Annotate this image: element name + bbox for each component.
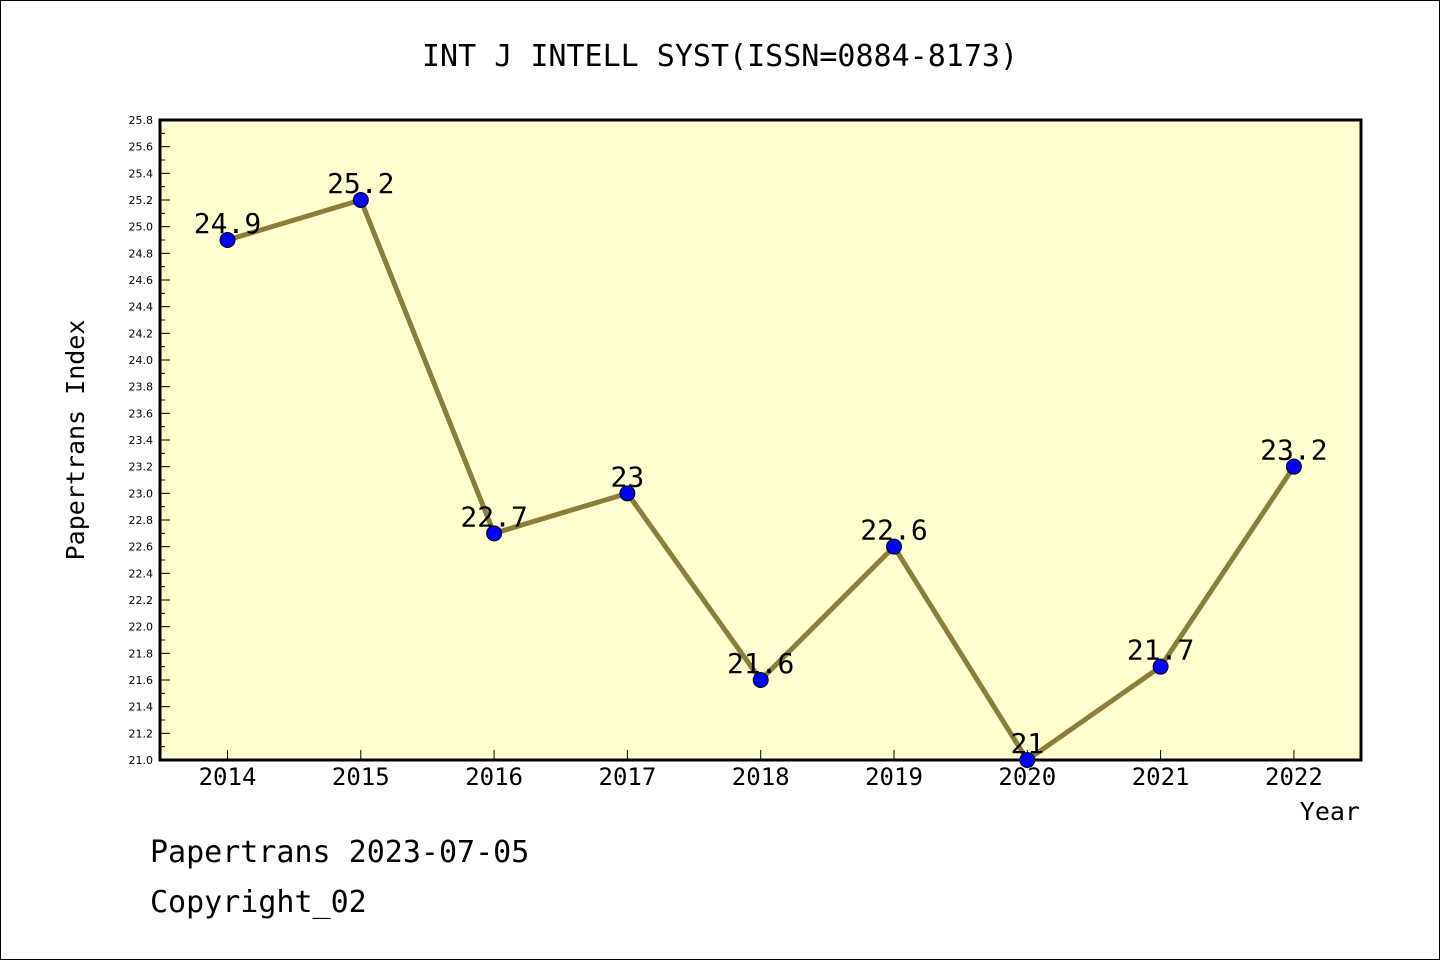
footer-date: Papertrans 2023-07-05 [150,835,530,870]
y-tick-label: 21.6 [129,674,154,687]
y-tick-label: 24.6 [129,274,154,287]
x-axis-label: Year [1300,797,1360,826]
y-tick-label: 25.0 [129,221,154,234]
data-point [352,192,369,208]
data-point [619,485,636,502]
y-tick-label: 24.8 [129,247,154,260]
y-tick-label: 22.8 [129,514,154,527]
x-tick-label: 2014 [199,763,257,791]
data-point [1152,658,1169,675]
y-tick-label: 22.6 [129,541,154,554]
data-point [1019,752,1036,768]
data-point [1285,458,1302,475]
y-tick-label: 23.6 [129,407,154,420]
y-tick-label: 22.0 [129,621,154,634]
y-tick-label: 23.2 [129,461,154,474]
x-tick-label: 2019 [865,763,923,791]
data-point [752,672,769,688]
y-tick-label: 24.4 [129,301,154,314]
x-tick-label: 2021 [1132,763,1190,791]
x-tick-label: 2016 [465,763,523,791]
x-tick-label: 2017 [599,763,657,791]
plot-area [158,118,1363,762]
data-point [486,525,503,542]
y-axis: 21.0 21.2 21.4 21.6 21.8 22.0 22.2 22.4 22.6 22.8… [129,114,170,767]
y-tick-label: 25.8 [129,114,154,127]
data-point [219,232,236,248]
y-tick-label: 22.4 [129,567,154,580]
y-tick-label: 22.2 [129,594,154,607]
x-axis: 2014 2015 2016 2017 2018 2019 2020 2021 2022 [199,750,1323,791]
y-axis-label: Papertrans Index [61,320,90,561]
y-tick-label: 24.0 [129,354,154,367]
y-tick-label: 25.2 [129,194,154,207]
data-point [886,538,902,555]
footer-copyright: Copyright_02 [150,885,367,920]
x-tick-label: 2022 [1265,763,1323,791]
chart-title: INT J INTELL SYST(ISSN=0884-8173) [422,39,1018,74]
x-tick-label: 2015 [332,763,390,791]
y-tick-label: 21.4 [129,701,154,714]
x-tick-label: 2018 [732,763,790,791]
y-tick-label: 23.8 [129,381,154,394]
y-tick-label: 25.4 [129,167,154,180]
y-tick-label: 21.8 [129,647,154,660]
y-tick-label: 21.0 [129,754,154,767]
y-tick-label: 21.2 [129,727,154,740]
y-tick-label: 23.0 [129,487,154,500]
y-tick-label: 25.6 [129,141,154,154]
y-tick-label: 23.4 [129,434,154,447]
y-tick-label: 24.2 [129,327,154,340]
